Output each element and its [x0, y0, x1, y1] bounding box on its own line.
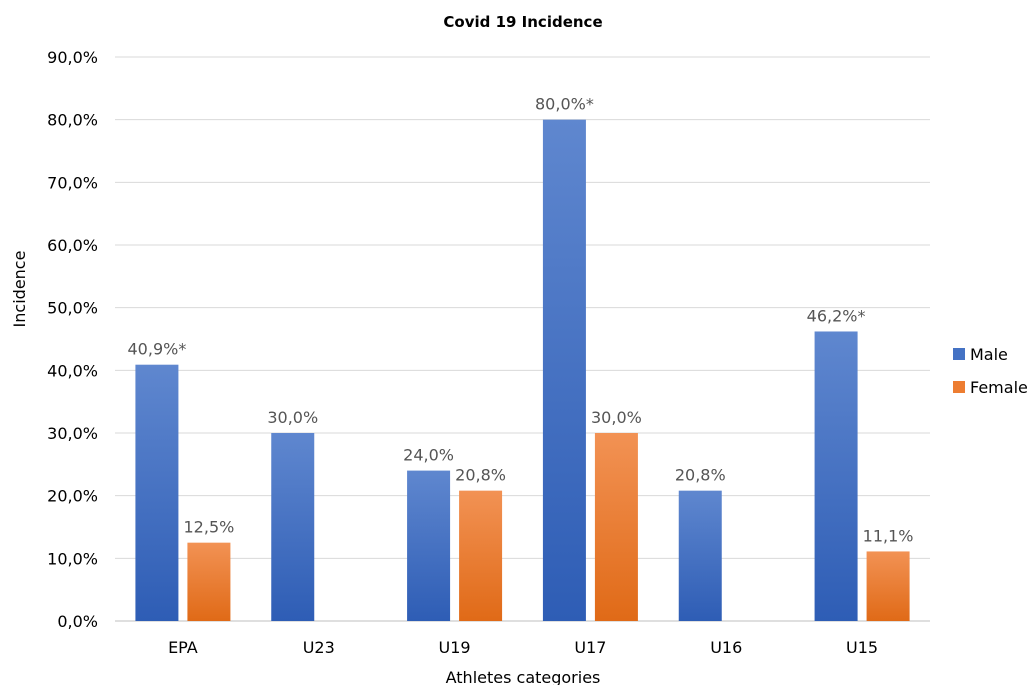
x-tick-label: U16	[710, 638, 742, 657]
legend-label-male: Male	[970, 345, 1008, 364]
data-labels: 40,9%*12,5%30,0%24,0%20,8%80,0%*30,0%20,…	[128, 95, 914, 546]
data-label: 80,0%*	[535, 95, 594, 114]
y-tick-label: 20,0%	[47, 487, 98, 506]
bar-female-u19	[459, 490, 503, 621]
data-label: 12,5%	[184, 518, 235, 537]
data-label: 11,1%	[863, 526, 914, 545]
y-axis-title: Incidence	[10, 251, 29, 328]
bar-male-u17	[542, 119, 586, 622]
bar-female-u15	[866, 551, 910, 621]
gridlines	[115, 56, 930, 622]
bar-male-u23	[271, 433, 315, 621]
bar-male-epa	[135, 364, 179, 621]
bars	[135, 119, 910, 622]
chart-title: Covid 19 Incidence	[443, 13, 602, 31]
y-tick-label: 90,0%	[47, 48, 98, 67]
y-tick-label: 0,0%	[57, 612, 98, 631]
x-tick-label: U23	[303, 638, 335, 657]
legend-swatch-female	[953, 381, 965, 393]
x-axis-title: Athletes categories	[446, 668, 601, 685]
y-tick-label: 70,0%	[47, 173, 98, 192]
bar-female-epa	[187, 542, 231, 621]
bar-male-u16	[678, 490, 722, 621]
bar-male-u15	[814, 331, 858, 621]
y-tick-label: 80,0%	[47, 111, 98, 130]
legend-label-female: Female	[970, 378, 1028, 397]
data-label: 46,2%*	[807, 306, 866, 325]
y-tick-label: 40,0%	[47, 361, 98, 380]
data-label: 30,0%	[591, 408, 642, 427]
y-tick-label: 10,0%	[47, 549, 98, 568]
x-tick-label: U17	[574, 638, 606, 657]
x-tick-label: EPA	[168, 638, 198, 657]
y-tick-label: 60,0%	[47, 236, 98, 255]
data-label: 20,8%	[675, 466, 726, 485]
x-tick-label: U19	[439, 638, 471, 657]
y-axis-ticks: 0,0% 10,0% 20,0% 30,0% 40,0% 50,0% 60,0% 70,0% 8…	[47, 48, 98, 631]
y-tick-label: 30,0%	[47, 424, 98, 443]
data-label: 20,8%	[455, 466, 506, 485]
bar-male-u19	[407, 470, 451, 621]
x-axis-ticks: EPA U23 U19 U17 U16 U15	[168, 638, 878, 657]
bar-female-u17	[594, 433, 638, 621]
data-label: 40,9%*	[128, 340, 187, 359]
x-tick-label: U15	[846, 638, 878, 657]
legend: Male Female	[953, 345, 1028, 397]
legend-swatch-male	[953, 348, 965, 360]
data-label: 24,0%	[403, 446, 454, 465]
data-label: 30,0%	[267, 408, 318, 427]
y-tick-label: 50,0%	[47, 299, 98, 318]
